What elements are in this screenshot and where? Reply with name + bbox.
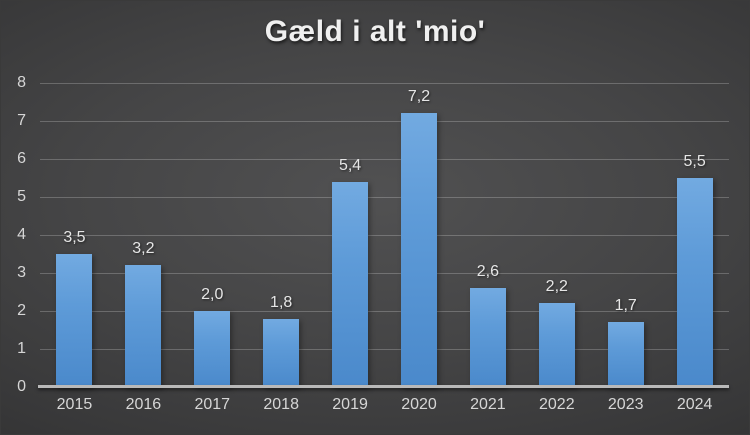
bar-slot: 1,7: [591, 83, 660, 387]
x-axis-tick-label: 2023: [607, 396, 644, 413]
x-axis-tick-label: 2017: [194, 396, 231, 413]
gridline: [40, 120, 729, 122]
chart-title: Gæld i alt 'mio': [264, 15, 486, 48]
y-axis-tick-label: 4: [17, 226, 26, 243]
x-axis-line: [38, 385, 729, 388]
plot-area: 3,5 3,2 2,0 1,8 5,4 7,2 2,6 2,2 1,7 5,5: [40, 82, 729, 387]
bar-slot: 1,8: [247, 83, 316, 387]
x-axis-tick-label: 2018: [263, 396, 299, 413]
y-axis-tick-label: 1: [17, 340, 26, 357]
bar: [400, 113, 437, 387]
x-axis: 2015 2016 2017 2018 2019 2020 2021 2022 2023 2024: [40, 396, 729, 414]
y-axis-tick-label: 3: [17, 264, 26, 281]
x-axis-tick-label: 2020: [401, 396, 437, 413]
bar-slot: 5,5: [660, 83, 729, 387]
y-axis-tick-label: 2: [17, 302, 26, 319]
y-axis-tick-label: 8: [17, 74, 26, 91]
bar: [125, 265, 162, 387]
bar-slot: 5,4: [316, 83, 385, 387]
bar-value-label: 1,7: [614, 297, 637, 315]
gridline: [40, 310, 729, 312]
bar-slot: 7,2: [385, 83, 454, 387]
x-axis-tick-label: 2016: [125, 396, 162, 413]
bar: [194, 311, 231, 387]
bar-value-label: 3,5: [63, 229, 86, 246]
bar-value-label: 1,8: [270, 293, 293, 311]
x-axis-tick-label: 2019: [332, 396, 368, 413]
gridline: [40, 348, 729, 350]
bar: [332, 181, 369, 387]
x-axis-tick-label: 2015: [56, 396, 93, 413]
bar: [676, 178, 713, 387]
bar-slot: 3,5: [40, 83, 109, 387]
bar-slot: 3,2: [109, 83, 178, 387]
bar: [263, 318, 300, 387]
bar-value-label: 2,0: [201, 286, 224, 303]
y-axis-tick-label: 5: [17, 188, 26, 205]
y-axis-tick-label: 7: [17, 112, 26, 129]
bar-value-label: 2,6: [476, 263, 500, 281]
y-axis-tick-label: 0: [17, 378, 26, 395]
gridline: [40, 234, 729, 236]
gridline: [40, 82, 729, 84]
x-axis-tick-label: 2022: [539, 396, 575, 413]
bar: [469, 288, 506, 387]
bar: [56, 254, 93, 387]
y-axis: 0 1 2 3 4 5 6 7 8: [1, 74, 31, 395]
bar-value-label: 5,4: [338, 156, 362, 174]
bar-slot: 2,6: [453, 83, 522, 387]
bar-value-label: 7,2: [407, 88, 431, 106]
x-axis-tick-label: 2024: [676, 396, 713, 413]
bar-value-label: 2,2: [545, 278, 568, 296]
bar-value-label: 3,2: [132, 240, 155, 258]
x-axis-tick-label: 2021: [470, 396, 506, 413]
bar: [607, 322, 644, 387]
gridline: [40, 158, 729, 160]
bar-value-label: 5,5: [683, 153, 706, 170]
y-axis-tick-label: 6: [17, 150, 26, 167]
bar-slot: 2,0: [178, 83, 247, 387]
gridline: [40, 196, 729, 198]
gridline: [40, 272, 729, 274]
bars-container: 3,5 3,2 2,0 1,8 5,4 7,2 2,6 2,2 1,7 5,5: [40, 83, 729, 387]
bar: [538, 303, 575, 387]
bar-slot: 2,2: [522, 83, 591, 387]
